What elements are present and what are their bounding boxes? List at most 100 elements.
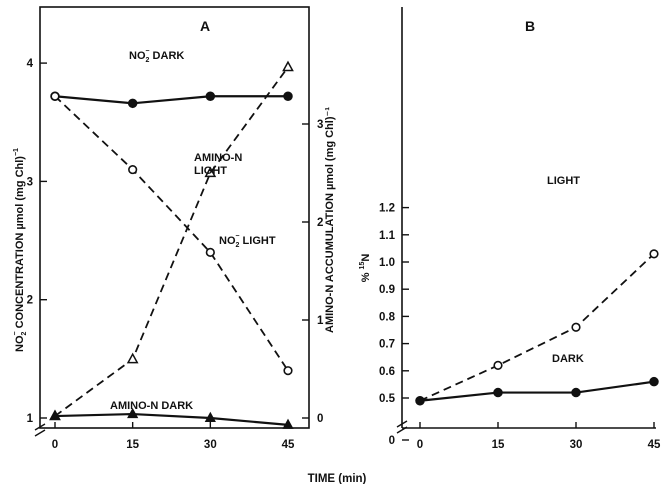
label-amino-n-light-line1: AMINO-N xyxy=(194,152,242,164)
label-b-dark: DARK xyxy=(552,353,584,365)
panel-a-letter: A xyxy=(200,18,210,34)
point-amino-n-light-15 xyxy=(126,352,139,364)
b-y-tick-label: 0.8 xyxy=(379,311,396,323)
b-series-dark xyxy=(415,376,659,406)
label-no2-dark-part-1: NO xyxy=(129,50,146,62)
label-no2-dark-part-2: DARK xyxy=(150,50,185,62)
x-tick-label: 15 xyxy=(126,439,139,451)
panel-b-y-ticks: 0 0.5 0.6 0.7 0.8 0.9 1.0 1.1 1.2 xyxy=(379,203,409,447)
point-amino-n-dark-45 xyxy=(282,418,294,429)
b-x-tick-label: 15 xyxy=(492,439,505,451)
label-no2-light: NO2 − LIGHT xyxy=(219,233,276,249)
b-series-light xyxy=(415,249,659,406)
panel-a-left-ticks: 1 2 3 4 xyxy=(27,58,47,425)
series-line-no2-light xyxy=(54,95,289,372)
b-point-dark-45 xyxy=(649,376,659,387)
point-no2-light-30 xyxy=(205,247,215,257)
x-tick-label: 30 xyxy=(204,439,217,451)
label-no2-light-part-2: LIGHT xyxy=(240,235,276,247)
point-amino-n-light-45 xyxy=(282,60,294,72)
point-no2-dark-45 xyxy=(283,91,293,101)
panel-a-frame xyxy=(39,6,310,429)
point-amino-n-dark-0 xyxy=(49,409,61,421)
b-x-tick-label: 0 xyxy=(417,439,423,451)
label-no2-dark: NO2 − DARK xyxy=(129,48,184,64)
panel-b-x-ticks: 0 15 30 45 xyxy=(417,422,661,451)
label-no2-dark-sub: 2 xyxy=(146,57,150,64)
panel-a-x-ticks: 0 15 30 45 xyxy=(52,422,295,451)
label-no2-dark-sup: − xyxy=(145,48,149,55)
b-point-dark-30 xyxy=(571,387,581,398)
x-tick-label: 45 xyxy=(282,439,295,451)
y-axis-title-part-2: N xyxy=(360,254,372,262)
panel-a-left-axis-title: NO2− CONCENTRATION µmol (mg Chl)−1 xyxy=(12,148,28,352)
label-no2-light-part-1: NO xyxy=(219,235,236,247)
y-axis-title-part-1: % xyxy=(360,269,372,282)
b-point-light-45 xyxy=(649,249,659,259)
b-y-tick-label: 1.2 xyxy=(379,203,395,215)
b-x-tick-label: 45 xyxy=(648,439,661,451)
series-line-amino-n-light xyxy=(54,66,289,417)
panel-a-series xyxy=(49,60,294,429)
left-axis-title-sub: 2 xyxy=(21,331,28,335)
left-tick-label: 4 xyxy=(27,58,34,70)
left-tick-label: 1 xyxy=(27,413,34,425)
b-point-dark-15 xyxy=(493,387,503,398)
right-tick-label: 0 xyxy=(317,413,323,425)
panel-b-letter: B xyxy=(525,18,535,34)
y-axis-title-sup: 15 xyxy=(359,262,366,270)
label-b-light: LIGHT xyxy=(547,175,580,187)
left-tick-label: 2 xyxy=(27,295,33,307)
b-y-tick-label: 0.5 xyxy=(379,393,396,405)
label-amino-n-dark: AMINO-N DARK xyxy=(110,400,193,412)
left-axis-title-part-1: NO xyxy=(14,335,26,352)
b-point-light-15 xyxy=(493,360,503,370)
label-no2-light-sub: 2 xyxy=(236,242,240,249)
point-no2-light-0 xyxy=(50,91,60,101)
point-no2-dark-30 xyxy=(205,91,216,101)
b-y-tick-label: 1.0 xyxy=(379,257,395,269)
b-point-light-30 xyxy=(571,322,581,332)
panel-a-right-ticks: 0 1 2 3 xyxy=(302,119,324,425)
x-tick-label: 0 xyxy=(52,439,58,451)
b-y-tick-label: 0.7 xyxy=(379,339,395,351)
label-no2-light-sup: − xyxy=(235,233,239,240)
b-y-tick-label: 0 xyxy=(389,435,395,447)
point-no2-light-45 xyxy=(283,366,293,376)
panel-b-axis-break xyxy=(396,420,408,434)
b-series-line-dark xyxy=(419,380,655,402)
panel-a-axis-break xyxy=(34,423,46,437)
b-point-dark-0 xyxy=(415,395,425,406)
point-no2-light-15 xyxy=(128,164,138,175)
series-amino-n-dark xyxy=(49,407,294,429)
b-x-tick-label: 30 xyxy=(570,439,583,451)
point-no2-dark-15 xyxy=(127,98,138,109)
left-axis-title-exp: −1 xyxy=(13,148,20,156)
point-amino-n-light-30 xyxy=(204,166,217,178)
series-no2-light xyxy=(50,91,293,376)
b-y-tick-label: 1.1 xyxy=(379,230,396,242)
left-axis-title-sup: − xyxy=(12,331,19,335)
left-axis-title-part-2: CONCENTRATION µmol (mg Chl) xyxy=(14,156,26,332)
b-y-tick-label: 0.9 xyxy=(379,284,395,296)
panel-a-right-axis-title: AMINO-N ACCUMULATION µmol (mg Chl)⁻¹ xyxy=(324,107,336,333)
b-series-line-light xyxy=(419,253,655,402)
point-amino-n-dark-15 xyxy=(127,407,139,419)
series-line-amino-n-dark xyxy=(54,412,289,426)
right-tick-label: 3 xyxy=(317,119,323,131)
right-tick-label: 2 xyxy=(317,217,323,229)
b-y-tick-label: 0.6 xyxy=(379,366,395,378)
panel-b-series xyxy=(415,249,659,406)
left-tick-label: 3 xyxy=(27,176,33,188)
point-amino-n-dark-30 xyxy=(204,411,216,422)
right-tick-label: 1 xyxy=(317,315,324,327)
panel-b-y-axis-title: % 15N xyxy=(359,254,372,283)
series-no2-dark xyxy=(50,91,293,109)
x-axis-title: TIME (min) xyxy=(308,473,367,484)
panel-b: B 0 0.5 0.6 0.7 0.8 0.9 1.0 1.1 1.2 0 15 30 45 % 15… xyxy=(359,7,661,451)
label-amino-n-light-line2: LIGHT xyxy=(194,165,227,177)
series-line-no2-dark xyxy=(54,95,288,105)
